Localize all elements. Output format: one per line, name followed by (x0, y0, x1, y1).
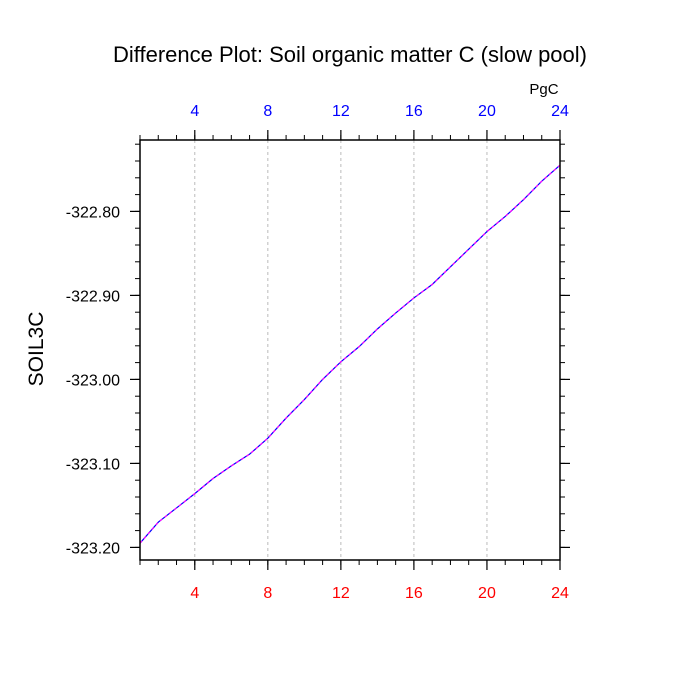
y-tick-label: -323.20 (66, 540, 120, 557)
y-tick-label: -322.80 (66, 204, 120, 221)
series-group (139, 164, 561, 544)
series-line-dashed (139, 164, 561, 544)
y-axis-label: SOIL3C (25, 312, 48, 387)
x-tick-label-top: 8 (263, 103, 272, 120)
plot-frame (139, 139, 561, 561)
x-tick-label-top: 4 (190, 103, 199, 120)
x-tick-label-top: 12 (332, 103, 350, 120)
x-tick-label-top: 16 (405, 103, 423, 120)
x-tick-label-bottom: 12 (332, 585, 350, 602)
tick-labels: 4 4 8 8 12 12 16 16 20 20 24 24 -323.20 -323.10 -323.0… (66, 103, 569, 602)
x-tick-label-bottom: 16 (405, 585, 423, 602)
y-tick-label: -322.90 (66, 288, 120, 305)
y-tick-label: -323.10 (66, 456, 120, 473)
grid-lines (194, 140, 488, 560)
chart-title: Difference Plot: Soil organic matter C (… (113, 42, 587, 67)
x-tick-label-top: 20 (478, 103, 496, 120)
x-tick-label-bottom: 4 (190, 585, 199, 602)
y-tick-label: -323.00 (66, 372, 120, 389)
units-label: PgC (529, 81, 558, 98)
x-tick-label-bottom: 8 (263, 585, 272, 602)
x-tick-label-bottom: 20 (478, 585, 496, 602)
x-tick-label-top: 24 (551, 103, 569, 120)
x-tick-label-bottom: 24 (551, 585, 569, 602)
axis-ticks (130, 130, 570, 570)
